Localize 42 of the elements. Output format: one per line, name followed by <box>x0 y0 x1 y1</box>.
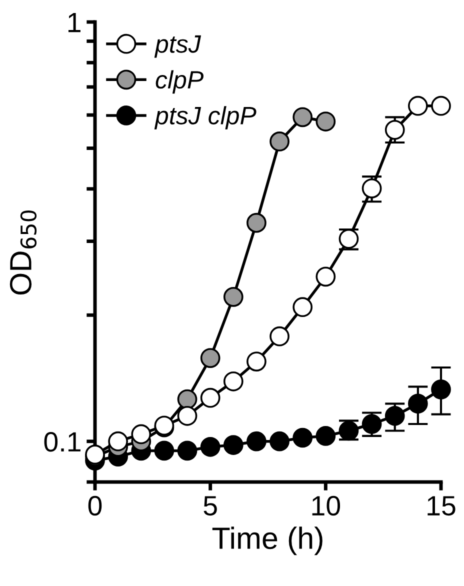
point <box>177 389 198 410</box>
point <box>362 414 382 434</box>
point <box>408 394 428 414</box>
point <box>223 287 244 307</box>
legend-label: ptsJ clpP <box>154 106 256 130</box>
point <box>316 426 336 446</box>
point <box>431 379 451 400</box>
point <box>154 440 174 461</box>
point <box>131 424 152 444</box>
x-tick-label: 10 <box>312 496 340 516</box>
point <box>292 107 313 128</box>
point <box>177 440 198 461</box>
point <box>108 431 128 452</box>
point <box>384 406 405 426</box>
point <box>270 326 290 346</box>
point <box>384 120 405 140</box>
point <box>292 297 313 318</box>
legend-label: clpP <box>156 70 204 94</box>
point <box>292 428 313 448</box>
legend-label: ptsJ <box>154 35 202 58</box>
y-tick-label: 0.1 <box>44 432 80 452</box>
point <box>200 388 220 408</box>
point <box>316 266 336 287</box>
point <box>200 436 220 457</box>
point <box>223 435 244 455</box>
point <box>362 178 382 198</box>
point <box>246 212 266 233</box>
point <box>177 406 198 426</box>
x-tick-label: 5 <box>204 496 217 516</box>
point <box>270 431 290 452</box>
point <box>223 371 244 392</box>
y-tick-label: 1 <box>68 12 80 32</box>
x-axis-title: Time (h) <box>212 526 322 556</box>
point <box>200 348 220 368</box>
point <box>316 112 336 132</box>
point <box>246 431 266 452</box>
x-tick-label: 0 <box>88 496 102 516</box>
point <box>270 132 290 152</box>
y-axis-title: OD$_{650}$ <box>10 210 37 295</box>
x-tick-label: 15 <box>428 496 456 516</box>
point <box>408 96 428 116</box>
point <box>246 352 266 372</box>
